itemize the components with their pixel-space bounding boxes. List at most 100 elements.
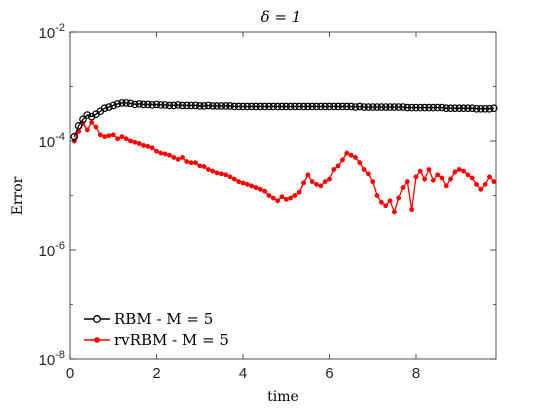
data-point xyxy=(135,100,143,108)
data-point xyxy=(184,159,190,164)
data-point xyxy=(179,154,185,160)
y-tick-label: 10-8 xyxy=(39,349,65,369)
data-point xyxy=(144,100,152,109)
legend-marker-rvrbm xyxy=(94,337,100,343)
data-point xyxy=(83,111,92,119)
data-point xyxy=(301,180,306,186)
data-point xyxy=(152,100,161,109)
data-point xyxy=(208,102,217,110)
data-point xyxy=(412,103,420,112)
x-tick-label: 8 xyxy=(412,365,420,382)
x-tick-label: 2 xyxy=(152,365,160,382)
data-point xyxy=(400,185,406,190)
data-point xyxy=(149,145,155,151)
data-point xyxy=(165,101,174,110)
data-point xyxy=(174,101,182,109)
data-point xyxy=(459,104,468,112)
data-point xyxy=(262,188,268,194)
data-point xyxy=(442,104,451,112)
data-point xyxy=(321,102,329,111)
data-point xyxy=(221,102,230,110)
legend-label-rbm: RBM - M = 5 xyxy=(114,310,213,328)
data-point xyxy=(409,207,415,213)
plot-marks xyxy=(70,99,498,215)
data-point xyxy=(218,171,224,177)
data-point xyxy=(368,103,377,111)
data-point xyxy=(464,104,472,112)
data-point xyxy=(296,189,302,195)
data-point xyxy=(426,167,432,172)
data-point xyxy=(106,133,112,139)
data-point xyxy=(244,181,250,187)
legend-item-rvrbm: rvRBM - M = 5 xyxy=(84,331,229,349)
data-point xyxy=(381,103,390,111)
data-point xyxy=(288,195,294,201)
data-point xyxy=(390,103,399,111)
data-point xyxy=(195,102,204,110)
data-point xyxy=(295,102,304,111)
data-point xyxy=(481,104,489,113)
data-point xyxy=(292,193,298,198)
data-point xyxy=(236,179,242,185)
data-point xyxy=(474,181,479,187)
data-point xyxy=(312,102,321,111)
data-point xyxy=(413,174,419,180)
data-point xyxy=(485,104,494,113)
data-point xyxy=(213,102,221,110)
data-point xyxy=(417,168,423,174)
data-point xyxy=(322,179,328,185)
data-point xyxy=(327,176,332,182)
data-point xyxy=(205,167,211,172)
data-point xyxy=(154,148,159,154)
data-point xyxy=(115,136,121,142)
data-point xyxy=(122,99,131,107)
data-point xyxy=(378,199,384,205)
data-point xyxy=(283,196,289,202)
data-point xyxy=(451,104,459,112)
data-point xyxy=(387,198,393,204)
data-point xyxy=(314,181,319,187)
data-point xyxy=(139,100,148,109)
data-point xyxy=(74,122,83,130)
data-point xyxy=(182,101,191,110)
data-point xyxy=(364,103,373,111)
data-point xyxy=(93,124,99,130)
data-point xyxy=(338,102,347,111)
y-tick-label: 10-2 xyxy=(39,22,65,42)
data-point xyxy=(490,104,498,112)
y-tick-label: 10-6 xyxy=(39,240,65,260)
data-point xyxy=(89,119,95,125)
data-point xyxy=(270,195,276,201)
data-point xyxy=(239,102,247,111)
data-point xyxy=(247,102,256,111)
data-point xyxy=(344,150,350,156)
data-point xyxy=(167,152,172,158)
data-point xyxy=(100,104,109,112)
data-point xyxy=(374,193,380,198)
data-point xyxy=(394,103,403,111)
series-rbm xyxy=(70,99,498,141)
data-point xyxy=(391,209,397,215)
data-point xyxy=(318,183,324,189)
data-point xyxy=(407,103,416,112)
data-point xyxy=(257,186,263,192)
data-point xyxy=(204,101,213,110)
data-point xyxy=(169,101,178,110)
data-point xyxy=(260,102,269,111)
data-point xyxy=(399,103,407,111)
data-point xyxy=(429,103,438,112)
data-point xyxy=(123,136,129,142)
legend: RBM - M = 5 rvRBM - M = 5 xyxy=(84,310,229,349)
data-point xyxy=(188,160,194,166)
data-point xyxy=(352,154,358,160)
data-point xyxy=(256,102,265,111)
y-axis-label: Error xyxy=(10,176,26,215)
y-tick-label: 10-4 xyxy=(39,131,65,151)
data-point xyxy=(452,169,458,175)
data-point xyxy=(439,175,445,181)
data-point xyxy=(446,104,455,112)
data-point xyxy=(396,195,402,201)
data-point xyxy=(269,102,278,111)
data-point xyxy=(126,99,135,108)
